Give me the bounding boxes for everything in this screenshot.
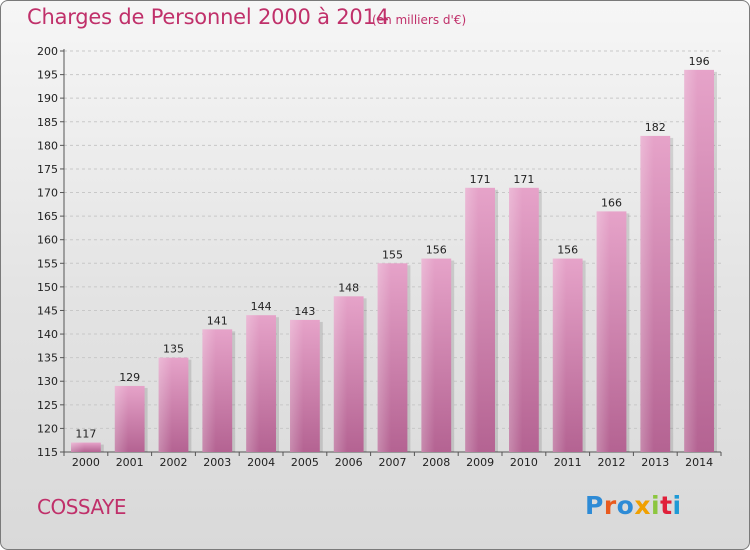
x-tick-label: 2000: [72, 456, 100, 469]
logo-letter: t: [660, 491, 673, 520]
y-tick-label: 160: [37, 234, 58, 247]
y-tick-label: 185: [37, 116, 58, 129]
x-tick-label: 2003: [203, 456, 231, 469]
y-tick-label: 165: [37, 210, 58, 223]
logo-letter: P: [585, 491, 604, 520]
data-label: 141: [207, 314, 228, 327]
y-tick-label: 155: [37, 257, 58, 270]
data-label: 196: [689, 55, 710, 68]
bar-highlight: [202, 329, 216, 452]
y-tick-label: 200: [37, 45, 58, 58]
y-tick-label: 175: [37, 163, 58, 176]
data-label: 135: [163, 343, 184, 356]
x-tick-label: 2005: [291, 456, 319, 469]
data-label: 148: [338, 281, 359, 294]
data-label: 117: [75, 428, 96, 441]
y-tick-label: 145: [37, 304, 58, 317]
x-tick-label: 2008: [422, 456, 450, 469]
bar-highlight: [465, 187, 479, 452]
y-tick-label: 135: [37, 352, 58, 365]
y-tick-label: 120: [37, 422, 58, 435]
y-tick-label: 125: [37, 399, 58, 412]
y-tick-label: 180: [37, 139, 58, 152]
y-tick-label: 150: [37, 281, 58, 294]
bar-highlight: [377, 263, 392, 452]
y-tick-label: 140: [37, 328, 58, 341]
data-label: 155: [382, 248, 403, 261]
bar-highlight: [290, 319, 304, 452]
bar-highlight: [71, 442, 85, 452]
x-tick-label: 2001: [116, 456, 144, 469]
data-label: 143: [294, 305, 315, 318]
bar-highlight: [640, 135, 654, 452]
bar-highlight: [421, 258, 435, 452]
logo-letter: i: [651, 491, 661, 520]
data-label: 156: [426, 244, 447, 257]
data-label: 144: [251, 300, 272, 313]
x-tick-label: 2014: [685, 456, 713, 469]
x-tick-label: 2004: [247, 456, 275, 469]
x-tick-label: 2013: [641, 456, 669, 469]
bar-highlight: [158, 357, 173, 452]
x-tick-label: 2007: [379, 456, 407, 469]
y-tick-label: 130: [37, 375, 58, 388]
bar-highlight: [552, 258, 567, 452]
logo-letter: r: [603, 491, 617, 520]
bar-highlight: [333, 296, 348, 452]
x-tick-label: 2010: [510, 456, 538, 469]
commune-name: COSSAYE: [37, 495, 126, 519]
x-tick-label: 2006: [335, 456, 363, 469]
y-tick-label: 195: [37, 69, 58, 82]
logo-letter: o: [616, 491, 635, 520]
y-tick-label: 115: [37, 446, 58, 459]
data-label: 156: [557, 244, 578, 257]
bar-2000: [71, 442, 101, 452]
proxiti-logo: Proxiti: [585, 491, 682, 520]
y-tick-label: 190: [37, 92, 58, 105]
x-tick-label: 2002: [160, 456, 188, 469]
data-label: 182: [645, 121, 666, 134]
data-label: 166: [601, 196, 622, 209]
bar-highlight: [509, 187, 523, 452]
x-tick-label: 2011: [554, 456, 582, 469]
bar-highlight: [596, 211, 611, 452]
data-label: 129: [119, 371, 140, 384]
data-label: 171: [470, 173, 491, 186]
logo-letter: x: [634, 491, 651, 520]
bar-highlight: [246, 315, 260, 452]
chart-title: Charges de Personnel 2000 à 2014: [27, 5, 389, 29]
bar-highlight: [114, 385, 129, 452]
chart-subtitle: (en milliers d'€): [372, 13, 467, 27]
data-label: 171: [513, 173, 534, 186]
logo-letter: i: [672, 491, 682, 520]
y-tick-label: 170: [37, 187, 58, 200]
x-tick-label: 2009: [466, 456, 494, 469]
bar-highlight: [684, 69, 698, 452]
x-tick-label: 2012: [598, 456, 626, 469]
